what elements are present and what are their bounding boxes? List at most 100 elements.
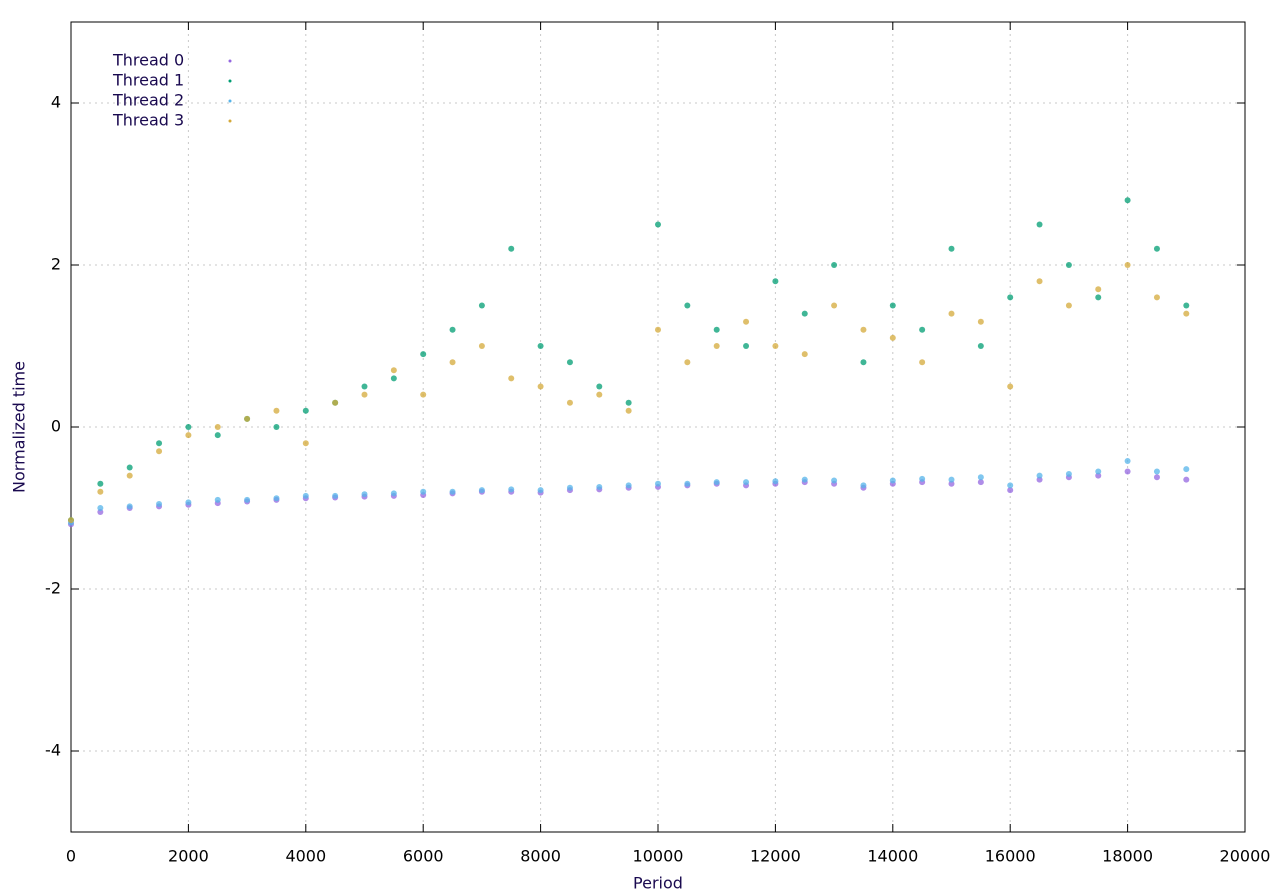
data-point — [566, 359, 573, 366]
x-tick-label: 0 — [66, 847, 76, 866]
data-point — [126, 472, 133, 479]
data-point — [449, 359, 456, 366]
data-point — [1007, 383, 1014, 390]
data-point — [302, 492, 309, 499]
legend-marker — [228, 59, 232, 63]
data-point — [537, 383, 544, 390]
data-point — [478, 343, 485, 349]
data-point — [743, 479, 750, 486]
data-point — [977, 318, 984, 325]
legend-label: Thread 1 — [112, 71, 184, 90]
data-point — [1153, 294, 1160, 301]
data-point — [244, 496, 251, 503]
data-point — [889, 477, 896, 484]
data-point — [390, 375, 397, 382]
data-point — [743, 318, 750, 325]
data-point — [1183, 466, 1190, 473]
y-tick-label: 2 — [51, 255, 61, 274]
data-point — [302, 440, 309, 447]
data-point — [625, 399, 632, 406]
data-point — [1124, 262, 1131, 268]
data-point — [625, 482, 632, 489]
x-tick-label: 14000 — [867, 847, 918, 866]
legend-marker — [228, 79, 232, 83]
data-point — [1095, 468, 1102, 475]
data-point — [361, 383, 368, 390]
data-point — [919, 475, 926, 482]
data-point — [508, 486, 515, 493]
x-tick-label: 20000 — [1220, 847, 1271, 866]
data-point — [214, 424, 221, 430]
data-point — [772, 478, 779, 485]
data-point — [156, 500, 163, 507]
data-point — [1153, 474, 1160, 481]
y-tick-label: 0 — [51, 417, 61, 436]
data-point — [1065, 262, 1072, 268]
data-point — [684, 480, 691, 487]
data-point — [273, 407, 280, 414]
data-point — [478, 302, 485, 309]
data-point — [1183, 310, 1190, 317]
data-point — [919, 326, 926, 333]
x-tick-label: 6000 — [403, 847, 444, 866]
x-axis-label: Period — [633, 874, 683, 893]
data-point — [977, 343, 984, 349]
data-point — [889, 334, 896, 341]
data-point — [1124, 197, 1131, 204]
data-point — [1095, 294, 1102, 301]
data-point — [126, 503, 133, 510]
data-point — [1065, 302, 1072, 309]
data-point — [977, 479, 984, 486]
data-point — [1153, 245, 1160, 252]
data-point — [244, 415, 251, 422]
data-point — [684, 302, 691, 309]
data-point — [214, 432, 221, 439]
data-point — [1183, 302, 1190, 309]
data-point — [713, 479, 720, 486]
data-point — [566, 399, 573, 406]
data-point — [390, 367, 397, 374]
legend-label: Thread 2 — [112, 91, 184, 110]
data-point — [655, 221, 661, 228]
x-tick-label: 4000 — [285, 847, 326, 866]
data-point — [126, 464, 133, 471]
data-point — [361, 491, 368, 498]
data-point — [1007, 294, 1014, 301]
data-point — [537, 487, 544, 494]
data-point — [449, 488, 456, 495]
data-point — [948, 245, 955, 252]
data-point — [919, 359, 926, 366]
data-point — [156, 448, 163, 455]
data-point — [860, 482, 867, 489]
data-point — [831, 302, 838, 309]
y-tick-label: -4 — [45, 741, 61, 760]
data-point — [743, 343, 750, 349]
x-tick-label: 18000 — [1102, 847, 1153, 866]
data-point — [566, 484, 573, 491]
data-point — [214, 496, 221, 503]
data-point — [68, 517, 74, 524]
data-point — [831, 477, 838, 484]
x-tick-label: 12000 — [750, 847, 801, 866]
data-point — [97, 480, 104, 487]
data-point — [1153, 468, 1160, 475]
data-point — [361, 391, 368, 398]
legend-marker — [228, 99, 232, 103]
legend-marker — [228, 119, 232, 123]
data-point — [684, 359, 691, 366]
legend-label: Thread 3 — [112, 111, 184, 130]
data-point — [1183, 476, 1190, 483]
data-point — [1036, 221, 1043, 228]
data-point — [655, 326, 661, 333]
data-point — [97, 505, 104, 511]
plot-border — [70, 21, 1246, 833]
data-point — [537, 343, 544, 349]
data-point — [596, 391, 603, 398]
data-point — [1124, 458, 1131, 465]
legend-label: Thread 0 — [112, 51, 184, 70]
data-point — [508, 375, 515, 382]
data-point — [948, 310, 955, 317]
data-point — [772, 343, 779, 349]
x-tick-label: 10000 — [633, 847, 684, 866]
